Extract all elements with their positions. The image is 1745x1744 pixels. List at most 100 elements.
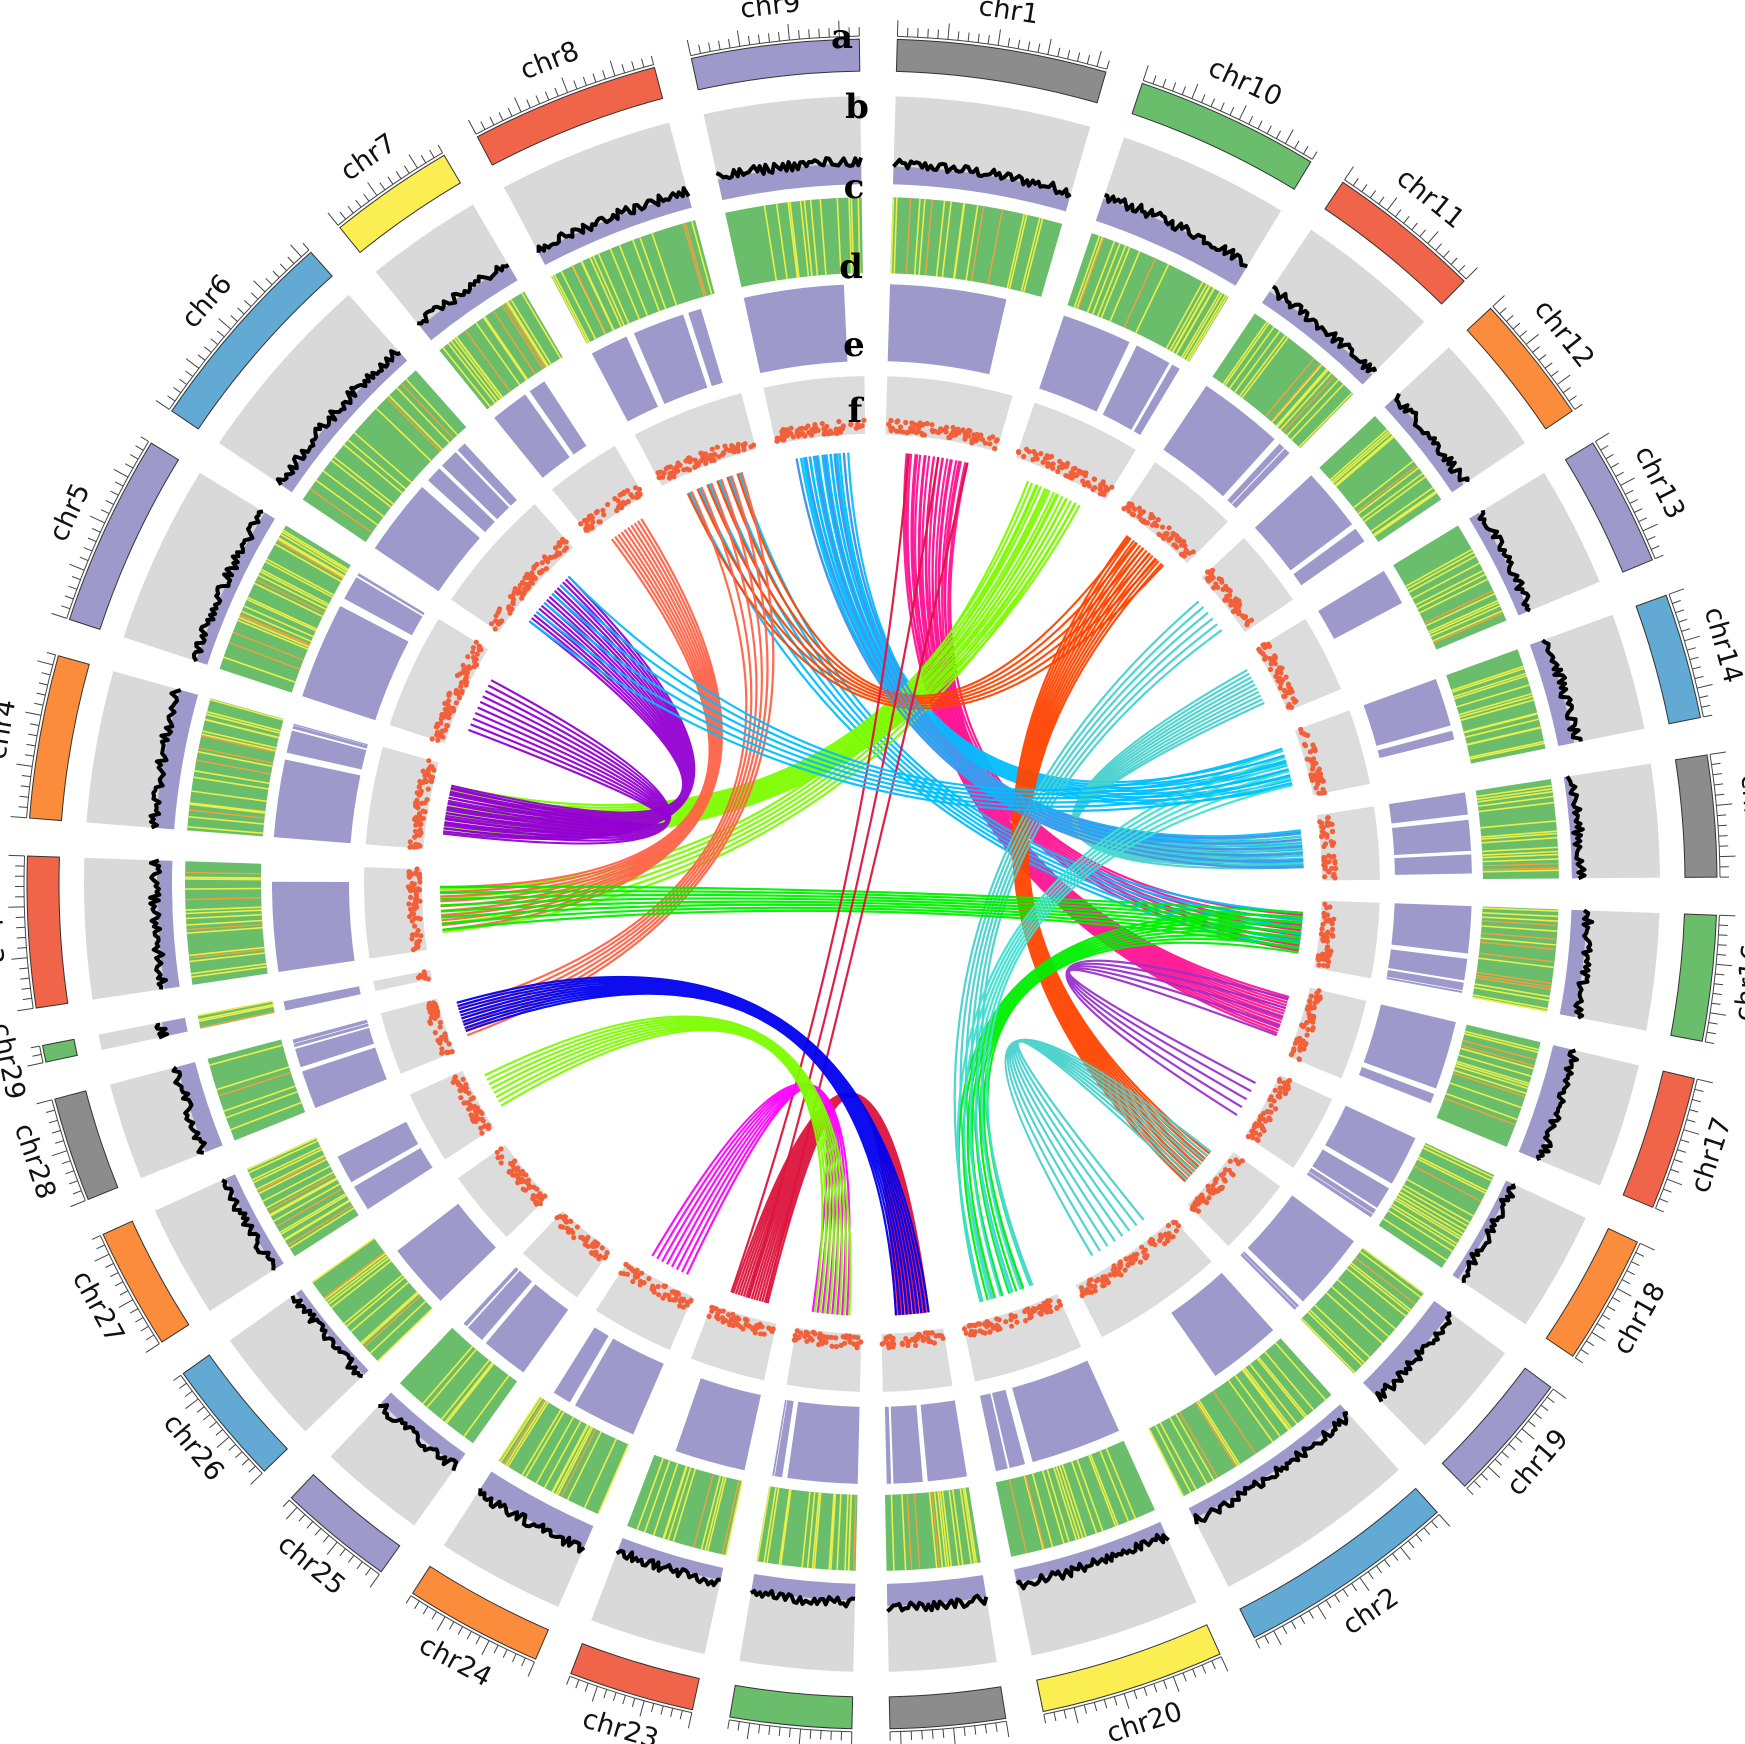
scatter-dot-chr9: [848, 422, 854, 428]
scatter-dot-chr10: [1055, 468, 1061, 475]
scatter-dot-chr4: [414, 844, 420, 850]
scatter-dot-chr24: [621, 1271, 627, 1277]
scatter-dot-chr16: [1329, 926, 1336, 933]
scatter-dot-chr22: [809, 1337, 815, 1343]
scatter-dot-chr25: [596, 1256, 602, 1262]
scatter-dot-chr26: [519, 1176, 525, 1182]
block-chr28-2: [293, 1023, 369, 1048]
scatter-dot-chr20: [1044, 1301, 1051, 1307]
scatter-dot-chr22: [816, 1341, 822, 1348]
scatter-bg-chr5: [389, 618, 489, 744]
scatter-dot-chr26: [538, 1196, 545, 1202]
scatter-dot-chr8: [698, 458, 704, 464]
chr-label-chr13: chr13: [1628, 441, 1691, 524]
heatmap-stripes-chr26: [311, 1237, 433, 1362]
scatter-bg-chr7: [552, 445, 645, 535]
scatter-dot-chr5: [447, 710, 453, 716]
scatter-dot-chr20: [1003, 1319, 1009, 1325]
scatter-dot-chr4: [417, 827, 423, 833]
scatter-dot-chr5: [439, 713, 445, 719]
chr-ticks-chr1: [896, 20, 1110, 70]
scatter-dot-chr24: [674, 1291, 680, 1297]
chr-axis-chr27: [99, 1235, 160, 1344]
chr-band-chr21: [888, 1686, 1007, 1730]
scatter-dot-chr9: [802, 433, 808, 439]
scatter-dot-chr22: [812, 1331, 818, 1337]
scatter-dot-chr1: [979, 437, 986, 443]
scatter-dot-chr9: [861, 417, 867, 423]
scatter-dot-chr7: [601, 512, 607, 518]
scatter-dot-chr25: [599, 1245, 605, 1251]
scatter-dot-chr2: [1143, 1255, 1149, 1261]
heatmap-stripes-chr25: [422, 1345, 510, 1438]
link-chr1-chr16: [904, 453, 1303, 952]
scatter-dot-chr6: [539, 568, 546, 574]
scatter-dot-chr17: [1295, 1036, 1301, 1042]
scatter-dot-chr6: [561, 547, 567, 553]
scatter-dot-chr24: [655, 1283, 661, 1290]
link-chr5-chr4: [442, 679, 672, 845]
scatter-dot-chr1: [888, 427, 894, 434]
scatter-dot-chr14: [1316, 790, 1322, 796]
heatmap-stripes-chr11: [1222, 321, 1353, 448]
scatter-dot-chr25: [585, 1243, 591, 1249]
scatter-dot-chr23: [746, 1323, 752, 1329]
scatter-dot-chr16: [1316, 957, 1322, 963]
scatter-dot-chr23: [725, 1312, 732, 1318]
track-label-f: f: [848, 391, 865, 431]
block-chr25-2: [463, 1267, 519, 1327]
scatter-dot-chr28: [435, 1037, 441, 1043]
heatmap-bg-chr22: [756, 1486, 858, 1571]
block-chr28-1: [295, 1027, 374, 1068]
block-chr6-2: [441, 451, 510, 520]
chr-axis-chr8: [475, 64, 654, 135]
scatter-dot-chr21: [915, 1331, 922, 1338]
scatter-dot-chr25: [589, 1251, 595, 1257]
chr-band-chr6: [171, 251, 333, 430]
heatmap-hot-chr27: [257, 1156, 353, 1246]
scatter-dot-chr11: [1172, 532, 1178, 538]
scatter-dot-chr4: [422, 772, 428, 779]
scatter-dot-chr18: [1277, 1085, 1283, 1091]
scatter-dot-chr10: [1021, 453, 1027, 460]
scatter-dot-chr14: [1304, 756, 1310, 762]
block-chr10-1: [1102, 345, 1170, 430]
scatter-dot-chr3: [414, 941, 420, 947]
scatter-dot-chr5: [446, 704, 452, 710]
line-fill-chr29: [161, 1017, 188, 1037]
scatter-dot-chr3: [408, 888, 414, 894]
line-fill-chr17: [1518, 1045, 1574, 1160]
heatmap-hot-chr11: [1264, 357, 1336, 433]
scatter-bg-chr27: [409, 1070, 494, 1160]
scatter-dot-chr5: [438, 733, 444, 739]
chr-axis-chr21: [889, 1720, 1007, 1733]
scatter-bg-chr8: [634, 393, 757, 487]
scatter-dot-chr9: [838, 428, 844, 434]
heatmap-stripes-chr12: [1329, 428, 1438, 537]
scatter-dot-chr25: [568, 1227, 574, 1233]
scatter-dot-chr5: [463, 682, 469, 688]
chr-axis-chr4: [26, 654, 56, 818]
heatmap-hot-chr22: [853, 1494, 857, 1571]
line-fill-chr7: [420, 265, 518, 341]
scatter-dot-chr20: [972, 1322, 978, 1329]
line-trace-chr21: [886, 1593, 989, 1613]
chr-band-chr26: [182, 1354, 289, 1472]
heatmap-bg-chr11: [1212, 313, 1354, 449]
scatter-bg-chr11: [1122, 462, 1228, 563]
scatter-dot-chr4: [417, 778, 423, 785]
scatter-dot-chr2: [1111, 1263, 1117, 1269]
scatter-dot-chr18: [1249, 1128, 1255, 1134]
scatter-dot-chr19: [1235, 1161, 1241, 1167]
chr-label-chr29: chr29: [0, 1020, 31, 1102]
scatter-dot-chr5: [444, 723, 451, 729]
scatter-dot-chr28: [428, 1015, 434, 1021]
scatter-dot-chr5: [438, 720, 444, 726]
heatmap-stripes-chr29: [197, 1000, 274, 1023]
scatter-dot-chr7: [586, 513, 593, 520]
scatter-dot-chr17: [1314, 990, 1320, 996]
scatter-dot-chr2: [1165, 1223, 1171, 1229]
scatter-dot-chr24: [662, 1283, 669, 1289]
line-fill-chr20: [1013, 1521, 1166, 1583]
scatter-dot-chr3: [411, 911, 417, 917]
